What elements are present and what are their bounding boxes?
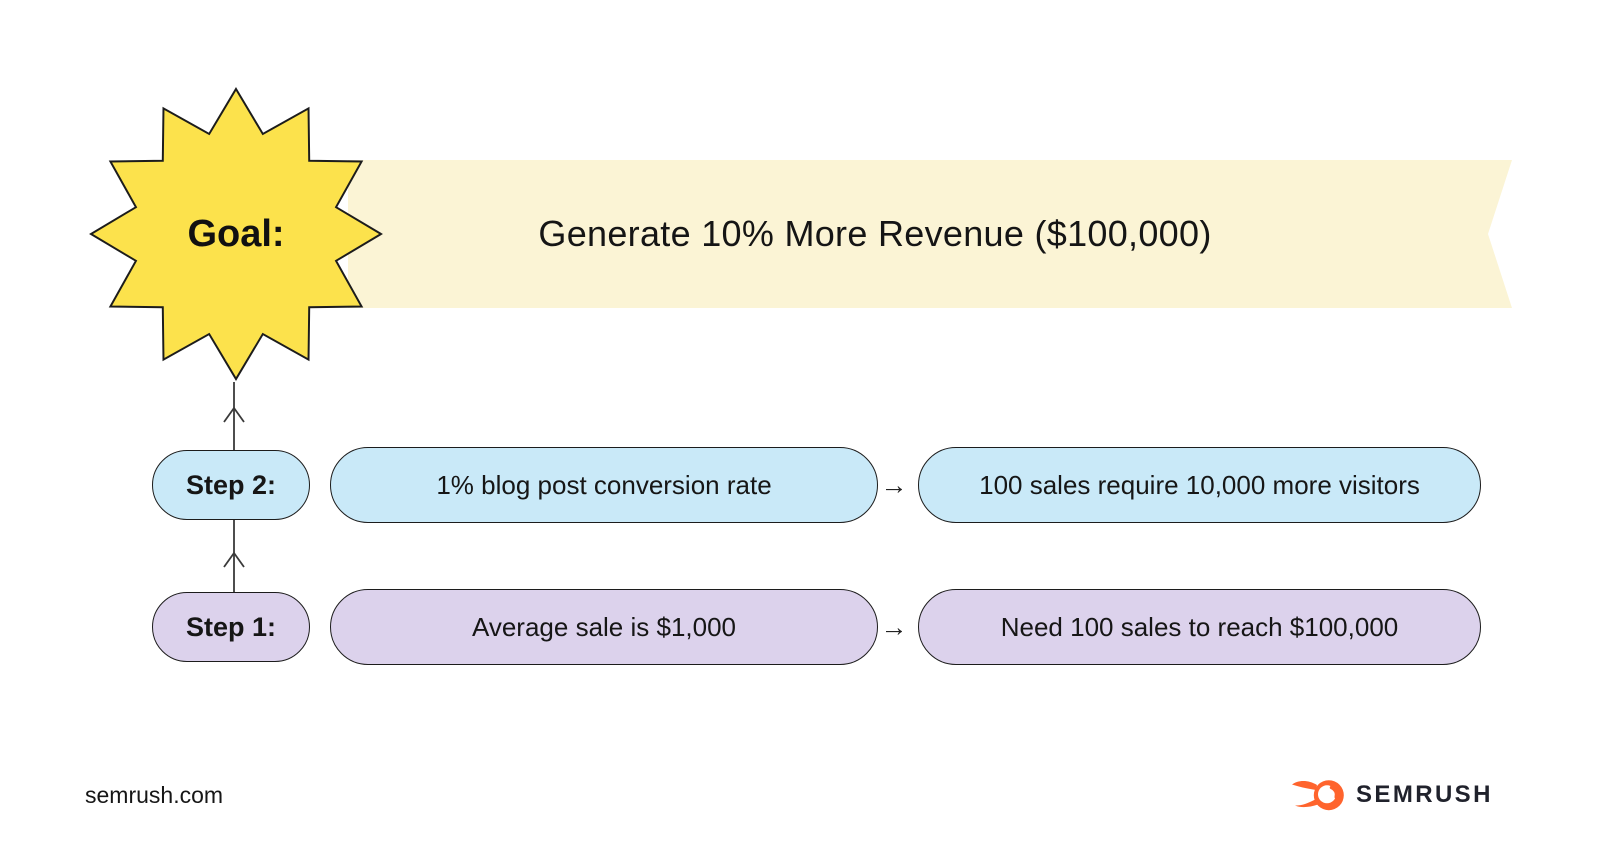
- step2-cause-pill: 1% blog post conversion rate: [330, 447, 878, 523]
- goal-banner: Generate 10% More Revenue ($100,000): [348, 160, 1512, 308]
- footer-site-url: semrush.com: [85, 782, 224, 808]
- up-arrow-icon: [223, 406, 245, 423]
- semrush-wordmark: SEMRUSH: [1356, 781, 1493, 808]
- goal-label: Goal:: [187, 212, 285, 255]
- up-arrow-icon: [223, 551, 245, 568]
- semrush-logo: SEMRUSH: [1291, 777, 1493, 813]
- starburst-icon: [89, 87, 383, 381]
- step1-cause-pill: Average sale is $1,000: [330, 589, 878, 665]
- step2-label-pill: Step 2:: [152, 450, 310, 520]
- step2-right-arrow-icon: →: [880, 470, 908, 500]
- step1-effect-text: Need 100 sales to reach $100,000: [1000, 611, 1399, 642]
- goal-star: Goal:: [88, 85, 384, 383]
- step1-label: Step 1:: [185, 611, 277, 642]
- goal-banner-text: Generate 10% More Revenue ($100,000): [538, 213, 1212, 254]
- step1-label-pill: Step 1:: [152, 592, 310, 662]
- step2-cause-text: 1% blog post conversion rate: [436, 469, 772, 500]
- step1-cause-text: Average sale is $1,000: [471, 611, 737, 642]
- step2-label: Step 2:: [185, 469, 277, 500]
- step2-effect-pill: 100 sales require 10,000 more visitors: [918, 447, 1481, 523]
- semrush-flame-icon: [1292, 780, 1344, 811]
- step1-effect-pill: Need 100 sales to reach $100,000: [918, 589, 1481, 665]
- step2-effect-text: 100 sales require 10,000 more visitors: [979, 469, 1420, 500]
- step1-right-arrow-icon: →: [880, 612, 908, 642]
